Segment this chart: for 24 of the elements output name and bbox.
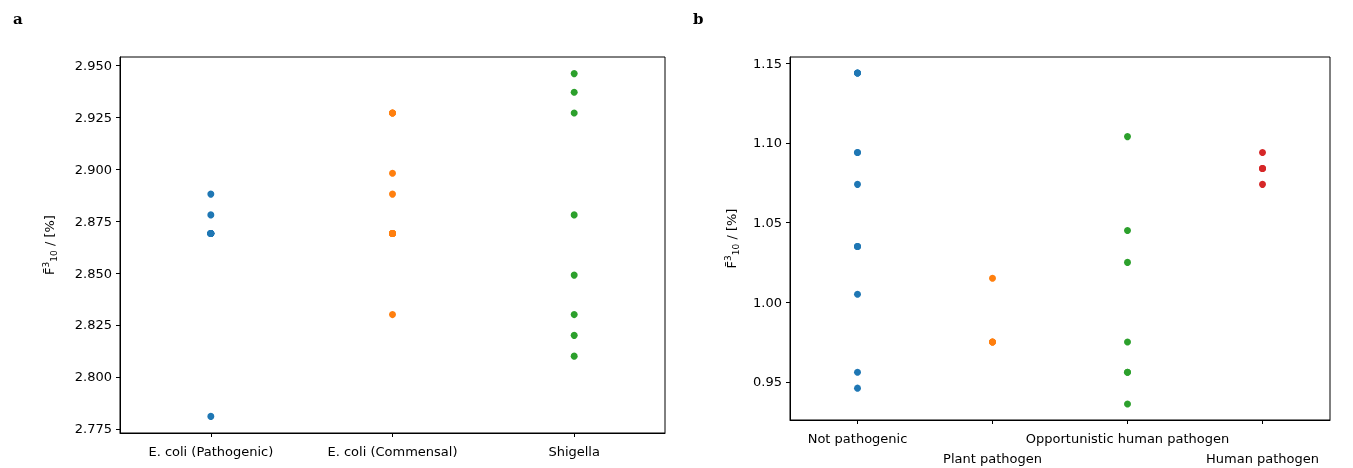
y-tick-label: 2.925 bbox=[74, 109, 112, 125]
x-tick-label: Human pathogen bbox=[1205, 450, 1320, 466]
y-tick-label: 1.15 bbox=[753, 55, 782, 71]
y-tick-label: 1.00 bbox=[753, 294, 782, 310]
y-tick-label: 2.900 bbox=[74, 161, 112, 177]
y-tick-label: 2.875 bbox=[74, 213, 112, 229]
x-tick-label: Plant pathogen bbox=[943, 450, 1042, 466]
y-tick-label: 0.95 bbox=[753, 374, 782, 390]
y-tick-label: 2.800 bbox=[74, 369, 112, 385]
x-tick-label: Not pathogenic bbox=[807, 430, 908, 446]
y-tick-label: 2.950 bbox=[74, 57, 112, 73]
y-axis-title: F̄310 / [%] bbox=[722, 208, 741, 269]
x-tick-label: E. coli (Pathogenic) bbox=[148, 443, 274, 459]
y-tick-label: 1.10 bbox=[753, 135, 782, 151]
y-tick-label: 2.850 bbox=[74, 265, 112, 281]
x-tick-label: E. coli (Commensal) bbox=[327, 443, 458, 459]
y-tick-label: 2.825 bbox=[74, 317, 112, 333]
x-tick-label: Shigella bbox=[548, 443, 600, 459]
chart-title: b bbox=[693, 9, 704, 28]
x-tick-label: Opportunistic human pathogen bbox=[1025, 430, 1230, 446]
y-tick-label: 1.05 bbox=[753, 215, 782, 231]
y-axis-title: F̄310 / [%] bbox=[40, 215, 59, 275]
chart-title: a bbox=[13, 9, 23, 28]
y-tick-label: 2.775 bbox=[74, 421, 112, 437]
